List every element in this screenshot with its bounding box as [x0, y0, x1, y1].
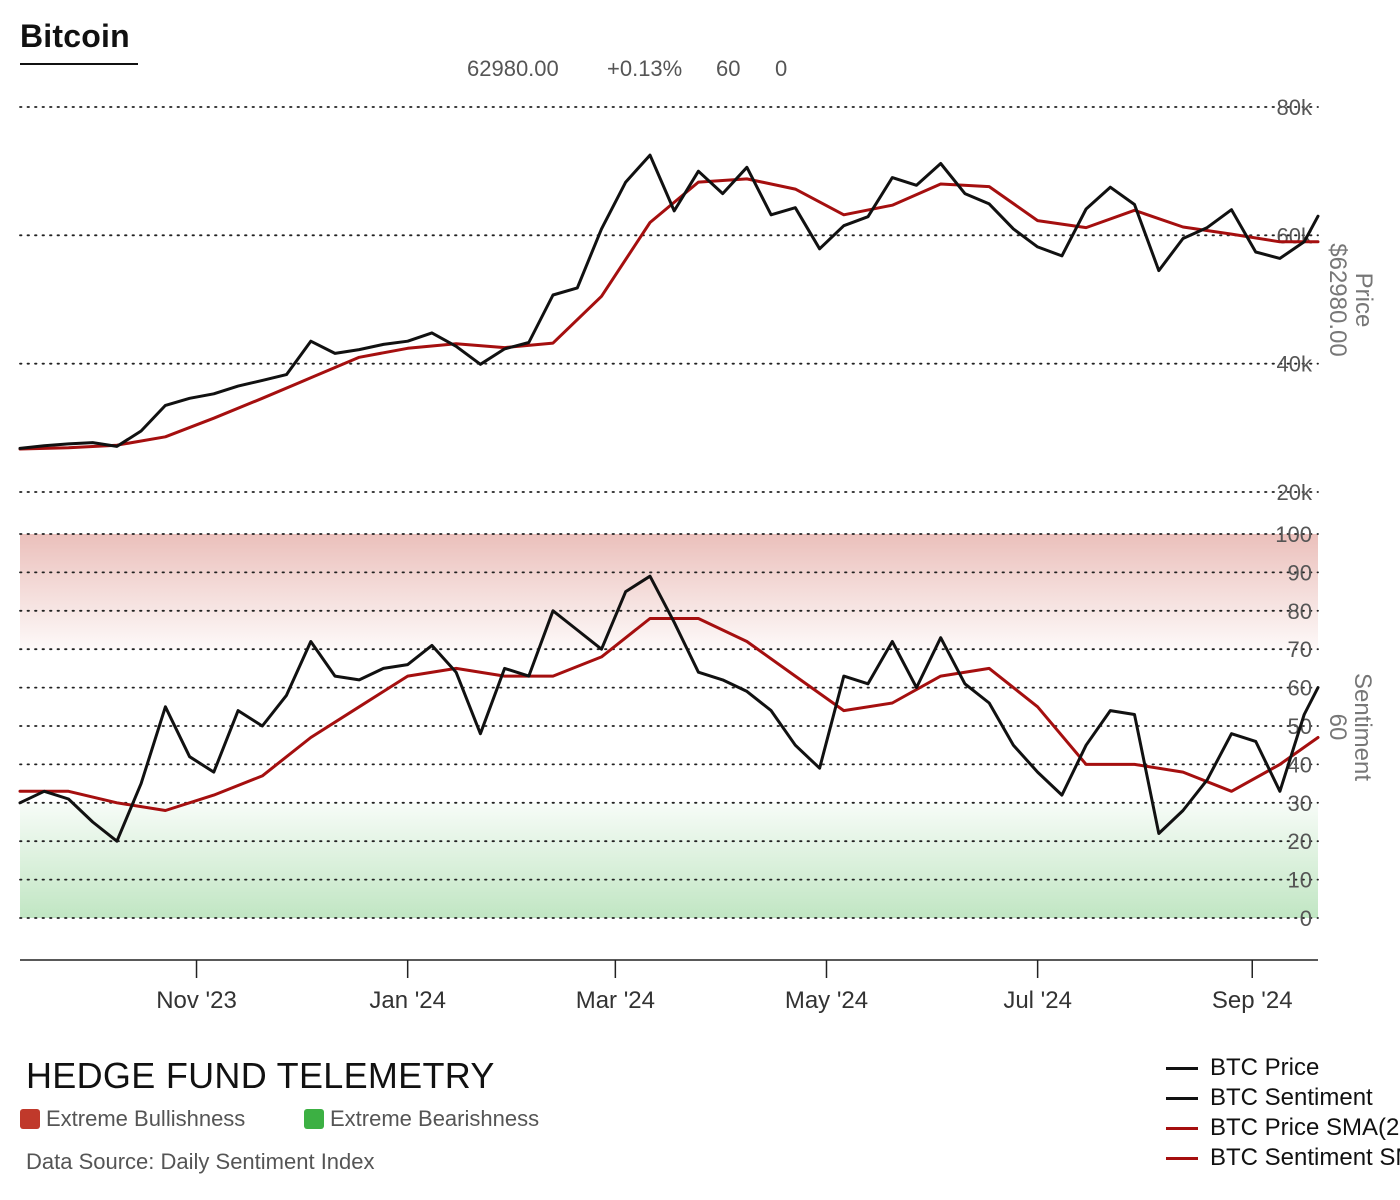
chart-canvas[interactable]: 20k40k60k80k0102030405060708090100Price$… [0, 0, 1400, 1040]
price-tick-label: 40k [1277, 352, 1313, 377]
sentiment-tick-label: 100 [1275, 522, 1312, 547]
sentiment-current-label: 60 [1324, 714, 1351, 741]
legend-label: BTC Sentiment [1210, 1084, 1373, 1111]
readout-price: 62980.00 [467, 56, 559, 81]
bull-swatch [20, 1109, 40, 1129]
readout-extra: 0 [775, 56, 788, 81]
extreme-bearishness-band [20, 802, 1318, 918]
sentiment-tick-label: 30 [1288, 791, 1312, 816]
legend-line [1166, 1096, 1198, 1100]
legend-item-btc-sentiment-sma[interactable]: BTC Sentiment SMA(20) [1166, 1143, 1400, 1173]
sentiment-tick-label: 60 [1288, 676, 1312, 701]
sentiment-tick-label: 20 [1288, 829, 1312, 854]
legend-label: BTC Price [1210, 1054, 1320, 1081]
title-underline [20, 63, 138, 65]
key-bear-label: Extreme Bearishness [330, 1106, 540, 1131]
x-tick-label: Nov '23 [156, 987, 237, 1014]
sentiment-tick-label: 0 [1300, 906, 1312, 931]
readout-sentiment: 60 [716, 56, 741, 81]
legend-item-btc-price-sma[interactable]: BTC Price SMA(20) [1166, 1113, 1400, 1143]
sentiment-tick-label: 80 [1288, 599, 1312, 624]
sentiment-axis-title: Sentiment [1349, 673, 1376, 781]
price-tick-label: 80k [1277, 95, 1313, 120]
x-tick-label: May '24 [785, 987, 868, 1014]
btc-price-sma-line [18, 177, 1320, 451]
btc-price-line [18, 153, 1320, 450]
key-extreme-bearishness: Extreme Bearishness [304, 1106, 539, 1132]
x-tick-label: Jul '24 [1003, 987, 1072, 1014]
legend-item-btc-price[interactable]: BTC Price [1166, 1053, 1400, 1083]
key-bull-label: Extreme Bullishness [46, 1106, 246, 1131]
legend-label: BTC Sentiment SMA(20) [1210, 1144, 1400, 1171]
sentiment-tick-label: 70 [1288, 637, 1312, 662]
sentiment-tick-label: 10 [1288, 868, 1312, 893]
sentiment-tick-label: 90 [1288, 560, 1312, 585]
readout-change: +0.13% [607, 56, 683, 81]
key-extreme-bullishness: Extreme Bullishness [20, 1106, 245, 1132]
legend: BTC Price BTC Sentiment BTC Price SMA(20… [1166, 1053, 1400, 1173]
brand-name: HEDGE FUND TELEMETRY [26, 1055, 495, 1096]
data-source: Data Source: Daily Sentiment Index [26, 1149, 375, 1174]
price-tick-label: 20k [1277, 480, 1313, 505]
btc-sentiment-line [18, 574, 1320, 843]
x-tick-label: Jan '24 [369, 987, 446, 1014]
extreme-bullishness-band [20, 534, 1318, 650]
legend-line [1166, 1066, 1198, 1070]
chart-title: Bitcoin [20, 18, 130, 54]
legend-line [1166, 1126, 1198, 1130]
legend-line [1166, 1156, 1198, 1160]
price-current-label: $62980.00 [1324, 243, 1351, 356]
x-tick-label: Sep '24 [1212, 987, 1293, 1014]
x-tick-label: Mar '24 [576, 987, 655, 1014]
btc-sentiment-sma-line [18, 617, 1320, 812]
legend-label: BTC Price SMA(20) [1210, 1114, 1400, 1141]
price-axis-title: Price [1350, 273, 1377, 328]
legend-item-btc-sentiment[interactable]: BTC Sentiment [1166, 1083, 1400, 1113]
bear-swatch [304, 1109, 324, 1129]
